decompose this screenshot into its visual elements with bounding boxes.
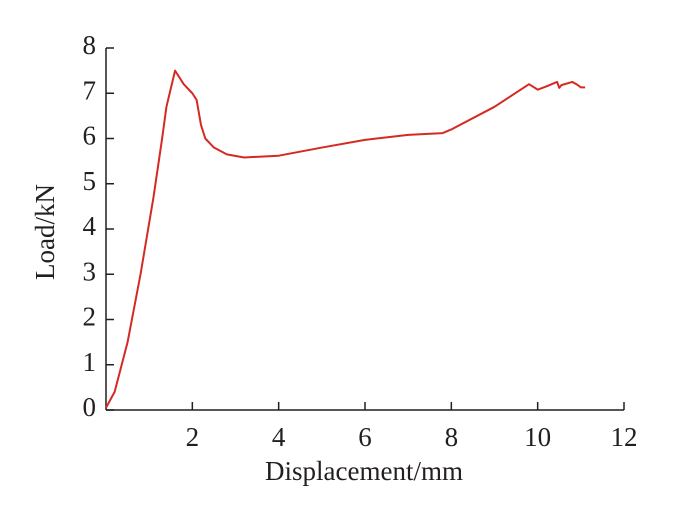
x-tick-label: 4 (272, 422, 286, 452)
x-tick-label: 12 (611, 422, 638, 452)
y-tick-label: 0 (83, 392, 97, 422)
y-tick-label: 1 (83, 347, 97, 377)
data-line (105, 69, 586, 409)
y-axis-label: Load/kN (30, 184, 60, 280)
x-tick-label: 2 (186, 422, 200, 452)
y-tick-label: 2 (83, 302, 97, 332)
y-tick-label: 6 (83, 121, 97, 151)
x-axis-label: Displacement/mm (265, 456, 463, 486)
y-tick-label: 4 (83, 211, 97, 241)
y-tick-label: 5 (83, 166, 97, 196)
y-tick-label: 8 (83, 30, 97, 60)
y-tick-label: 3 (83, 256, 97, 286)
x-tick-label: 6 (358, 422, 372, 452)
x-tick-label: 10 (524, 422, 551, 452)
y-tick-label: 7 (83, 75, 97, 105)
x-tick-label: 8 (445, 422, 459, 452)
